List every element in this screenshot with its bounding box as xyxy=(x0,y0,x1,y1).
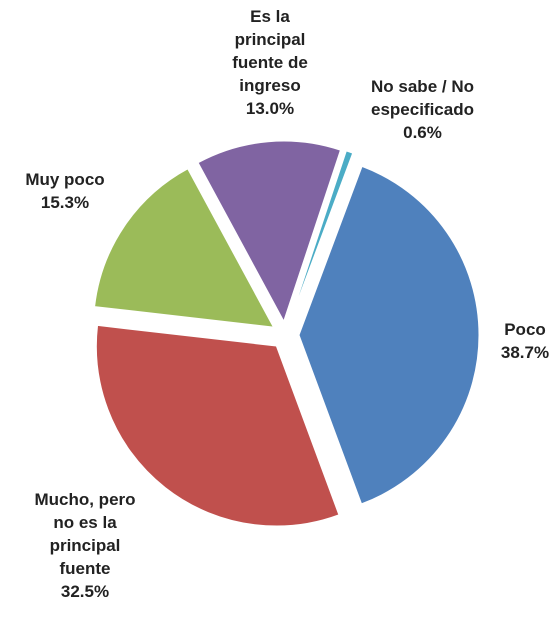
category-label: Mucho, pero no es la principal fuente xyxy=(34,490,136,578)
category-label: Poco xyxy=(504,320,546,339)
pie-slice xyxy=(289,150,354,322)
category-label: Muy poco xyxy=(25,170,105,189)
value-label: 0.6% xyxy=(403,123,442,142)
value-label: 13.0% xyxy=(245,99,295,118)
slice-label: Es la principal fuente de ingreso 13.0% xyxy=(215,5,325,120)
category-label: No sabe / No especificado xyxy=(371,77,474,119)
slice-label: Poco 38.7% xyxy=(470,318,556,364)
pie-slice xyxy=(298,165,480,505)
value-label: 15.3% xyxy=(40,193,90,212)
slice-label: No sabe / No especificado 0.6% xyxy=(355,75,490,144)
slice-label: Mucho, pero no es la principal fuente 32.… xyxy=(25,488,145,603)
pie-slice xyxy=(197,140,342,323)
category-label: Es la principal fuente de ingreso xyxy=(232,7,308,95)
pie-slice xyxy=(94,168,275,328)
value-label: 38.7% xyxy=(500,343,550,362)
slice-label: Muy poco 15.3% xyxy=(10,168,120,214)
value-label: 32.5% xyxy=(60,582,110,601)
pie-slice xyxy=(95,324,340,527)
